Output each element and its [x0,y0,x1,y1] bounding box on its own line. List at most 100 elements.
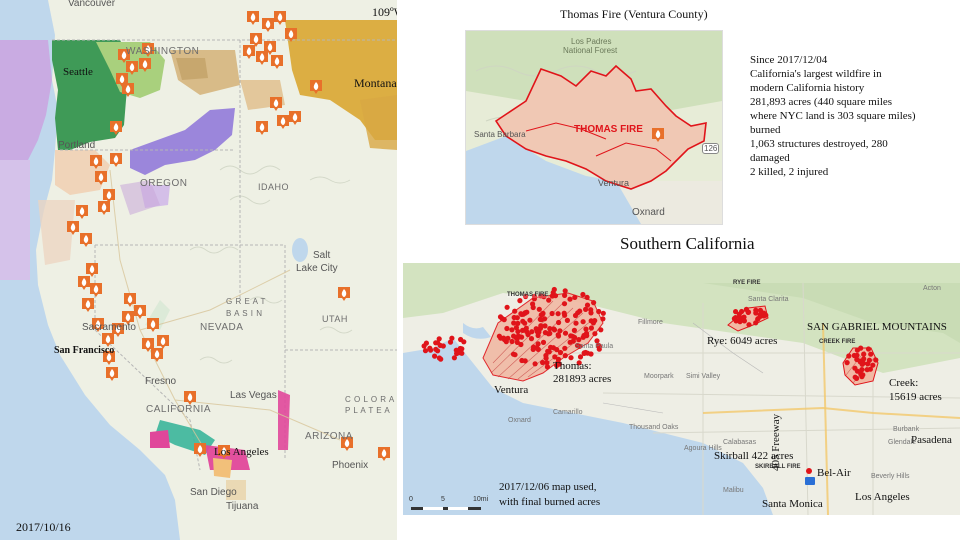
fire-detection-dot [519,357,525,364]
fire-marker-icon[interactable] [121,82,135,98]
fire-marker-icon[interactable] [94,170,108,186]
fire-detection-dot [561,310,567,316]
fire-detection-dot [436,336,442,342]
fire-marker-icon[interactable] [81,297,95,313]
socal-label-glendale: Glendale [888,439,917,446]
western-us-fire-map[interactable]: 109ºW Vancouver Seattle Portland Montana… [0,0,397,540]
fire-marker-icon[interactable] [102,188,116,204]
fire-detection-dot [865,346,872,352]
fire-marker-icon[interactable] [102,350,116,366]
fire-marker-icon[interactable] [105,366,119,382]
socal-label-acton: Acton [923,285,941,292]
thomas-fire-inset-map[interactable]: Los Padres National Forest Santa Barbara… [465,30,723,225]
fire-detection-dot [447,339,454,345]
fire-detection-dot [421,343,427,349]
fire-marker-icon[interactable] [242,44,256,60]
fire-detection-dot [741,318,747,324]
fire-marker-icon[interactable] [91,317,105,333]
fire-marker-icon[interactable] [340,436,354,452]
fire-marker-icon[interactable] [246,10,260,26]
fire-detection-dot [596,308,602,315]
fire-detection-dot [753,320,759,326]
fire-detection-dot [517,298,523,304]
fire-marker-icon[interactable] [141,42,155,58]
fire-marker-icon[interactable] [85,262,99,278]
fire-marker-icon[interactable] [89,154,103,170]
fire-detection-dot [530,304,536,311]
fire-marker-icon[interactable] [270,54,284,70]
fire-marker-icon[interactable] [79,232,93,248]
fact-line-6: burned [750,124,781,136]
fire-detection-dot [536,306,542,312]
fire-marker-icon[interactable] [109,152,123,168]
fire-marker-icon[interactable] [89,282,103,298]
fire-marker-icon[interactable] [146,317,160,333]
fire-detection-dot [509,327,515,333]
fire-marker-icon[interactable] [156,334,170,350]
fire-marker-icon[interactable] [284,27,298,43]
fire-marker-icon[interactable] [288,110,302,126]
fire-marker-icon[interactable] [193,442,207,458]
fire-detection-dot [567,339,573,345]
scale-label-10: 10mi [473,496,489,503]
fire-marker-icon[interactable] [133,304,147,320]
socal-label-agoura-hills: Agoura Hills [684,445,722,452]
fire-detection-dot [542,330,548,336]
fire-marker-icon[interactable] [249,32,263,48]
fire-detection-dot [557,349,564,356]
fire-detection-dot [584,294,590,300]
fire-marker-icon[interactable] [138,57,152,73]
fire-detection-dot [733,309,739,315]
socal-label-moorpark: Moorpark [644,373,674,380]
fire-marker-icon[interactable] [75,204,89,220]
fire-detection-dot [571,327,577,333]
fire-detection-dot [527,317,533,323]
fire-marker-icon[interactable] [150,347,164,363]
fire-marker-icon[interactable] [123,292,137,308]
fire-marker-icon[interactable] [97,200,111,216]
socal-label-beverly-hills: Beverly Hills [871,473,910,480]
fire-marker-icon[interactable] [101,332,115,348]
fire-detection-dot [435,348,441,354]
fire-detection-dot [531,293,538,299]
fire-marker-icon[interactable] [309,79,323,95]
fire-detection-dot [561,301,568,307]
fire-marker-icon[interactable] [77,275,91,291]
fire-marker-icon[interactable] [261,17,275,33]
annotation-creek: Creek: [889,377,919,389]
fire-detection-dot [873,357,879,363]
fire-detection-dot [739,308,745,315]
socal-label-calabasas: Calabasas [723,439,757,446]
fire-detection-dot [844,360,850,366]
fire-marker-icon[interactable] [111,322,125,338]
fire-marker-icon[interactable] [109,120,123,136]
fire-marker-icon[interactable] [276,114,290,130]
fire-marker-icon[interactable] [255,120,269,136]
fire-marker-icon[interactable] [217,444,231,460]
socal-label-thousand-oaks: Thousand Oaks [629,424,679,431]
socal-title: Southern California [620,234,755,253]
fire-detection-dot [588,310,594,316]
fire-marker-icon[interactable] [121,310,135,326]
fire-marker-icon[interactable] [269,96,283,112]
fire-marker-icon[interactable] [117,48,131,64]
fire-marker-icon[interactable] [255,50,269,66]
socal-fire-map[interactable]: Acton Santa Clarita Fillmore Santa Paula… [403,263,960,515]
scale-label-0: 0 [409,496,413,503]
inset-label-los-padres: Los Padres [571,37,612,46]
fire-detection-dot [576,337,582,343]
fire-detection-dot [757,307,763,313]
fire-marker-icon[interactable] [273,10,287,26]
fire-detection-dot [509,338,515,345]
city-label-seattle: Seattle [63,66,93,78]
city-label-fresno: Fresno [145,376,177,387]
annotation-ventura: Ventura [494,384,529,396]
fire-marker-icon[interactable] [66,220,80,236]
annotation-los-angeles: Los Angeles [855,491,910,503]
fire-marker-icon[interactable] [337,286,351,302]
fire-marker-icon[interactable] [377,446,391,462]
fire-detection-dot [504,304,510,310]
fire-detection-dot [529,329,535,335]
fire-marker-icon[interactable] [125,60,139,76]
fire-marker-icon[interactable] [183,390,197,406]
